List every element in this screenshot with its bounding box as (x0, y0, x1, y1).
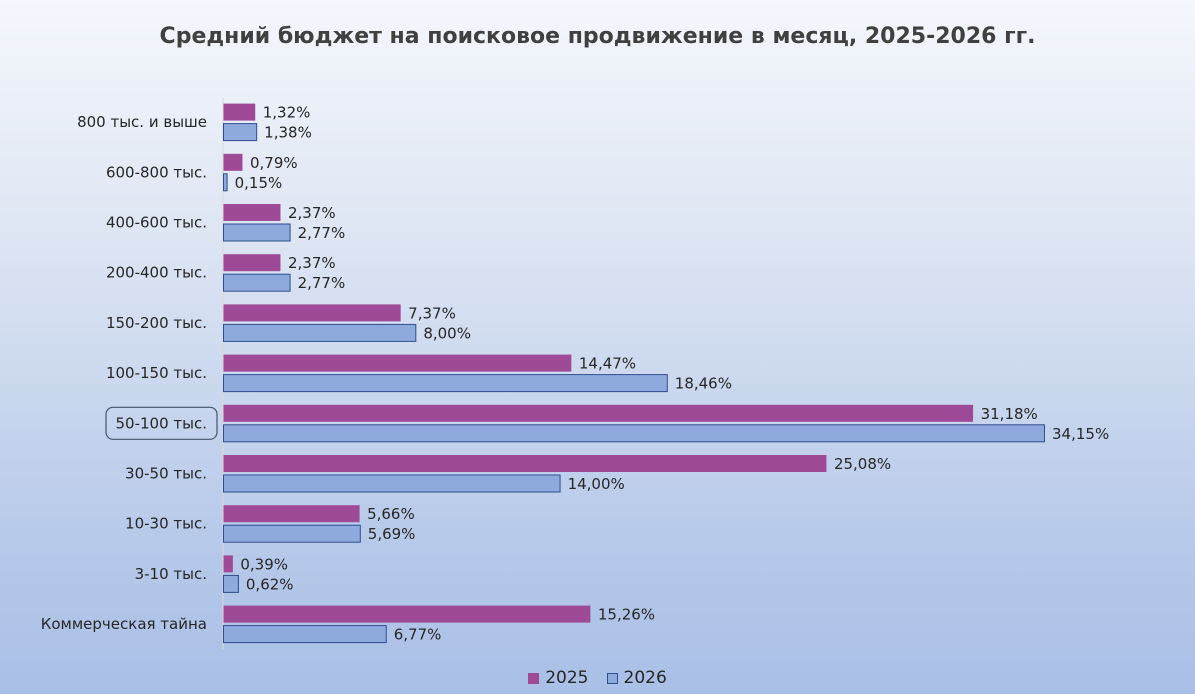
bar-2026 (223, 374, 668, 393)
data-label-2025: 5,66% (367, 505, 415, 523)
legend-swatch-2025 (528, 672, 540, 684)
category-label: 3-10 тыс. (135, 565, 207, 583)
bar-2025 (223, 404, 974, 422)
highlight-box (105, 406, 218, 440)
bar-2026 (223, 323, 417, 342)
data-label-2025: 2,37% (288, 204, 336, 222)
bar-2026 (223, 223, 291, 242)
bar-2026 (223, 273, 291, 292)
chart-title: Средний бюджет на поисковое продвижение … (159, 24, 1036, 49)
bar-2025 (223, 254, 281, 272)
data-label-2025: 7,37% (408, 304, 456, 322)
category-label: 600-800 тыс. (106, 163, 207, 181)
data-label-2025: 0,79% (250, 154, 298, 172)
category-label: Коммерческая тайна (41, 615, 207, 633)
data-label-2026: 6,77% (394, 626, 442, 644)
data-label-2026: 1,38% (264, 124, 312, 142)
data-label-2025: 0,39% (240, 555, 288, 573)
bar-2025 (223, 103, 256, 121)
data-label-2025: 1,32% (263, 104, 311, 122)
category-label: 400-600 тыс. (106, 214, 207, 232)
data-label-2025: 15,26% (598, 606, 655, 624)
category-label: 10-30 тыс. (125, 515, 207, 533)
legend-item-2026: 2026 (606, 668, 667, 688)
category-label: 50-100 тыс. (116, 414, 208, 432)
category-label: 200-400 тыс. (106, 264, 207, 282)
bar-2026 (223, 574, 239, 593)
data-label-2025: 31,18% (981, 405, 1038, 423)
data-label-2026: 8,00% (423, 324, 471, 342)
bar-2025 (223, 505, 360, 523)
data-label-2026: 34,15% (1052, 425, 1109, 443)
bar-2025 (223, 304, 401, 322)
bar-2026 (223, 524, 361, 543)
category-label: 100-150 тыс. (106, 364, 207, 382)
data-label-2026: 2,77% (298, 274, 346, 292)
bar-2026 (223, 424, 1045, 443)
category-label: 800 тыс. и выше (77, 113, 207, 131)
data-label-2026: 5,69% (368, 525, 416, 543)
bar-2026 (223, 123, 258, 142)
legend-swatch-2026 (606, 672, 618, 684)
bar-2025 (223, 153, 243, 171)
legend-item-2025: 2025 (528, 668, 589, 688)
bar-2026 (223, 625, 387, 644)
data-label-2026: 14,00% (568, 475, 625, 493)
data-label-2026: 18,46% (675, 375, 732, 393)
data-label-2025: 2,37% (288, 254, 336, 272)
bar-2025 (223, 204, 281, 221)
bar-2025 (223, 354, 572, 372)
bar-2025 (223, 605, 591, 623)
category-label: 150-200 тыс. (106, 314, 207, 332)
data-label-2025: 14,47% (579, 355, 636, 373)
bar-2026 (223, 173, 228, 192)
bar-2025 (223, 555, 233, 573)
data-label-2025: 25,08% (834, 455, 891, 473)
category-label: 30-50 тыс. (125, 465, 207, 483)
bar-2025 (223, 455, 827, 472)
data-label-2026: 0,62% (246, 575, 294, 593)
chart-legend: 2025 2026 (0, 668, 1195, 688)
bar-2026 (223, 474, 561, 493)
legend-label-2025: 2025 (545, 668, 589, 688)
data-label-2026: 2,77% (298, 224, 346, 242)
data-label-2026: 0,15% (235, 174, 283, 192)
legend-label-2026: 2026 (623, 668, 667, 688)
